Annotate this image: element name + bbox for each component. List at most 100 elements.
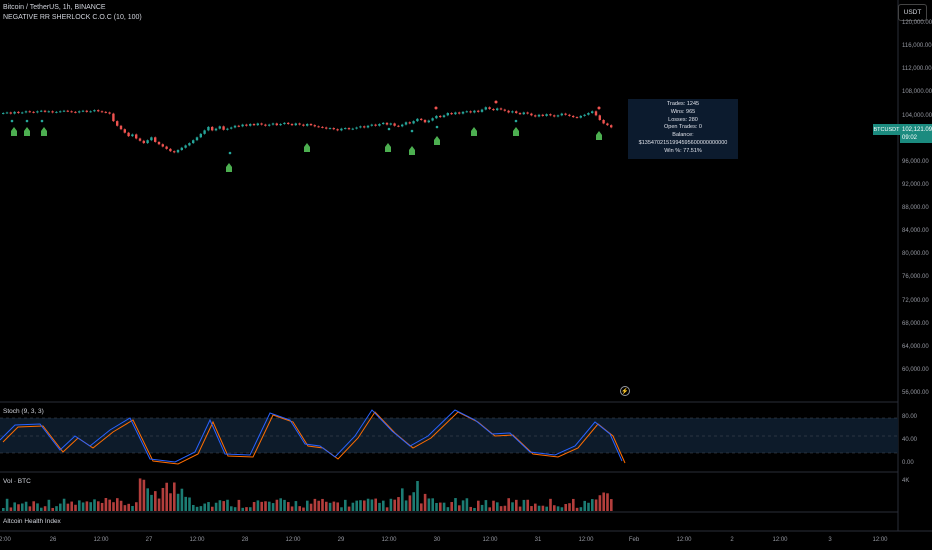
stoch-level-40: 40.00 bbox=[902, 437, 918, 443]
volume-bar bbox=[218, 500, 222, 511]
last-price: 102,121.09 bbox=[902, 127, 932, 133]
volume-bar bbox=[321, 498, 324, 511]
candle-body bbox=[594, 111, 598, 116]
time-tick-label: Feb bbox=[628, 537, 640, 543]
candle-body bbox=[389, 123, 392, 125]
candle-body bbox=[81, 110, 85, 112]
volume-bar bbox=[85, 501, 89, 511]
volume-bar bbox=[199, 506, 203, 511]
candle-body bbox=[537, 114, 541, 117]
volume-bar bbox=[366, 498, 370, 511]
candle-body bbox=[370, 124, 373, 126]
price-tick-label: 76,000.00 bbox=[902, 274, 929, 281]
buy-signal-marker bbox=[409, 146, 415, 155]
currency-button[interactable]: USDT bbox=[898, 4, 927, 21]
volume-bar bbox=[469, 506, 472, 511]
candle-body bbox=[309, 124, 313, 126]
symbol-price-tag: BTCUSDT bbox=[873, 124, 900, 135]
price-tick-label: 92,000.00 bbox=[902, 181, 929, 188]
candle-body bbox=[21, 112, 24, 114]
candle-body bbox=[518, 113, 522, 115]
candle-body bbox=[226, 128, 229, 130]
candle-body bbox=[24, 111, 28, 113]
volume-bar bbox=[537, 505, 541, 511]
volume-bar bbox=[138, 478, 142, 511]
candle-body bbox=[606, 123, 609, 126]
time-tick-label: 27 bbox=[145, 537, 153, 543]
candle-body bbox=[332, 128, 335, 130]
time-tick-label: 12:00 bbox=[189, 537, 205, 543]
volume-bar bbox=[123, 505, 127, 511]
symbol-title: Bitcoin / TetherUS, 1h, BINANCE bbox=[3, 4, 106, 11]
volume-bar bbox=[203, 503, 206, 511]
price-tick-label: 60,000.00 bbox=[902, 366, 929, 373]
volume-bar bbox=[2, 508, 5, 511]
volume-bar bbox=[465, 498, 469, 511]
candle-body bbox=[176, 150, 180, 153]
candle-body bbox=[290, 124, 294, 126]
candle-body bbox=[507, 110, 510, 113]
price-tick-label: 56,000.00 bbox=[902, 390, 929, 396]
volume-bar bbox=[40, 507, 43, 511]
volume-bar bbox=[81, 502, 85, 511]
volume-bar bbox=[62, 498, 66, 511]
candle-body bbox=[47, 111, 50, 113]
candle-body bbox=[515, 111, 518, 114]
signal-dot bbox=[228, 151, 232, 155]
candle-body bbox=[317, 126, 320, 128]
candle-body bbox=[13, 111, 16, 114]
stoch-title[interactable]: Stoch (9, 3, 3) bbox=[3, 408, 44, 415]
volume-bar bbox=[279, 498, 282, 511]
time-tick-label: 26 bbox=[49, 537, 57, 543]
volume-bar bbox=[431, 498, 434, 511]
buy-signal-marker bbox=[434, 136, 440, 145]
signal-dot bbox=[40, 119, 44, 123]
candle-body bbox=[366, 125, 370, 128]
candle-body bbox=[435, 115, 438, 119]
volume-bar bbox=[530, 506, 533, 511]
stoch-d-line bbox=[2, 411, 626, 465]
volume-bar bbox=[412, 492, 415, 511]
candle-body bbox=[351, 128, 354, 130]
candle-body bbox=[245, 124, 248, 126]
altcoin-title[interactable]: Altcoin Health Index bbox=[3, 518, 61, 525]
candle-body bbox=[363, 126, 366, 128]
candle-body bbox=[271, 123, 275, 125]
volume-bar bbox=[309, 503, 313, 511]
volume-bar bbox=[32, 501, 35, 511]
volume-bar bbox=[404, 500, 408, 511]
candle-body bbox=[568, 114, 571, 116]
candle-body bbox=[180, 147, 183, 151]
indicator-title[interactable]: NEGATIVE RR SHERLOCK C.O.C (10, 100) bbox=[3, 14, 142, 21]
candle-body bbox=[458, 112, 461, 114]
volume-bar bbox=[499, 506, 503, 511]
volume-bar bbox=[328, 502, 332, 511]
replay-icon[interactable]: ⚡ bbox=[620, 386, 630, 396]
time-tick-label: 30 bbox=[433, 537, 441, 543]
volume-bar bbox=[13, 502, 16, 511]
candle-body bbox=[446, 113, 449, 116]
signal-dot bbox=[435, 125, 439, 129]
volume-bar bbox=[408, 495, 412, 511]
candle-body bbox=[336, 129, 339, 131]
candle-body bbox=[222, 126, 225, 130]
volume-bar bbox=[222, 501, 225, 511]
candle-body bbox=[454, 112, 457, 115]
buy-signal-marker bbox=[513, 127, 519, 136]
candle-body bbox=[173, 151, 176, 153]
volume-bar bbox=[553, 505, 556, 511]
volume-bar bbox=[17, 504, 20, 511]
candle-body bbox=[556, 115, 560, 117]
volume-bar bbox=[420, 503, 423, 511]
volume-title[interactable]: Vol · BTC bbox=[3, 478, 31, 485]
stat-trades: Trades: 1245 bbox=[666, 101, 700, 107]
volume-bar bbox=[245, 507, 248, 511]
candle-body bbox=[252, 124, 256, 126]
candle-body bbox=[397, 125, 400, 127]
volume-bar bbox=[256, 500, 260, 511]
volume-bar bbox=[606, 493, 609, 511]
candle-body bbox=[560, 113, 563, 116]
candle-body bbox=[131, 134, 134, 137]
time-tick-label: 2 bbox=[730, 537, 734, 543]
